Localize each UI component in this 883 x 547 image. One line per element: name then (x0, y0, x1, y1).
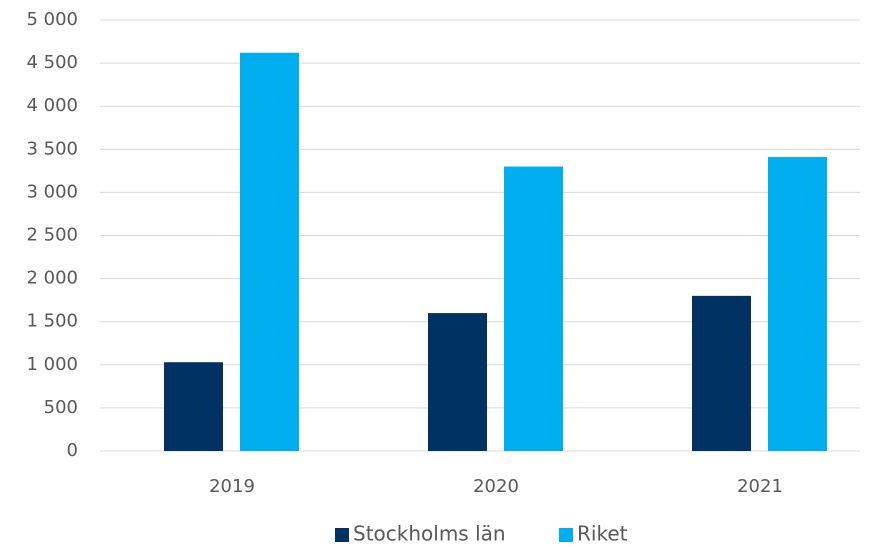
x-tick-label: 2021 (737, 476, 783, 497)
y-tick-label: 0 (67, 440, 78, 461)
y-tick-label: 1 500 (26, 311, 78, 332)
bar (504, 166, 563, 452)
y-tick-label: 2 500 (26, 225, 78, 246)
x-tick-label: 2020 (473, 476, 519, 497)
bar (240, 52, 299, 451)
y-tick-label: 1 000 (26, 354, 78, 375)
y-tick-label: 4 500 (26, 52, 78, 73)
y-tick-label: 3 000 (26, 181, 78, 202)
legend-swatch (559, 528, 573, 542)
y-tick-label: 500 (44, 397, 78, 418)
legend-label: Riket (577, 522, 628, 546)
x-tick-label: 2019 (209, 476, 255, 497)
y-tick-label: 3 500 (26, 138, 78, 159)
legend-label: Stockholms län (353, 522, 506, 546)
y-tick-label: 2 000 (26, 268, 78, 289)
y-tick-label: 4 000 (26, 95, 78, 116)
legend-swatch (335, 528, 349, 542)
y-tick-label: 5 000 (26, 9, 78, 30)
bar (692, 295, 751, 451)
bar (164, 362, 223, 451)
bar (428, 313, 487, 451)
bar (768, 157, 827, 452)
